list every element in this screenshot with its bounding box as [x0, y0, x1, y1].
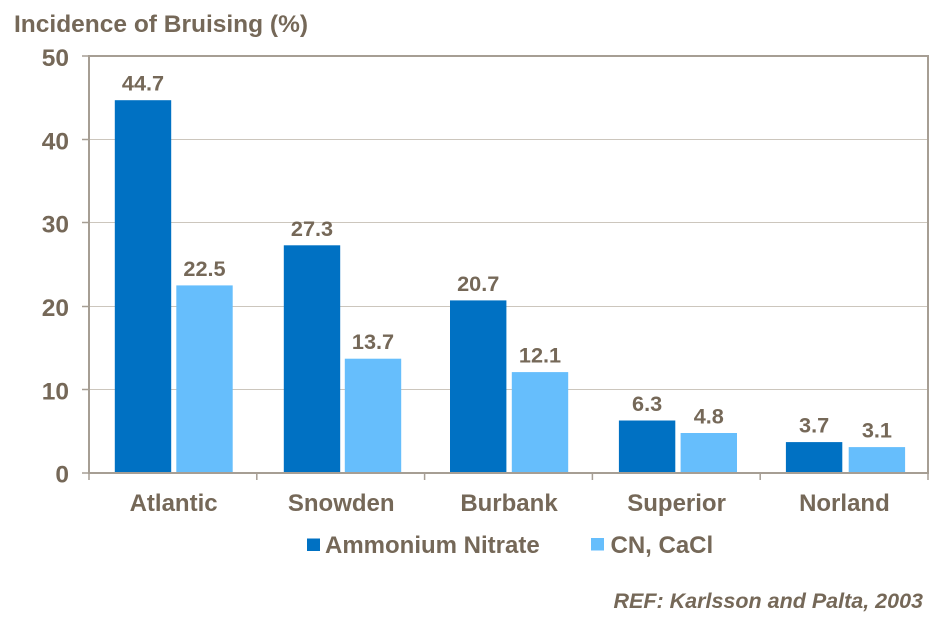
svg-text:27.3: 27.3 [291, 216, 333, 241]
svg-text:Ammonium Nitrate: Ammonium Nitrate [325, 532, 540, 559]
svg-text:4.8: 4.8 [694, 404, 724, 429]
svg-text:12.1: 12.1 [519, 343, 561, 368]
svg-text:13.7: 13.7 [352, 329, 394, 354]
svg-text:CN, CaCl: CN, CaCl [611, 532, 714, 559]
svg-text:0: 0 [55, 462, 69, 489]
svg-text:40: 40 [42, 128, 69, 155]
svg-text:REF: Karlsson and Palta, 2003: REF: Karlsson and Palta, 2003 [614, 589, 924, 613]
svg-text:Atlantic: Atlantic [130, 490, 218, 517]
svg-text:10: 10 [42, 379, 69, 406]
svg-text:Superior: Superior [627, 490, 726, 517]
svg-text:30: 30 [42, 212, 69, 239]
svg-text:20: 20 [42, 295, 69, 322]
svg-text:Norland: Norland [799, 490, 890, 517]
svg-text:20.7: 20.7 [457, 271, 499, 296]
svg-text:Incidence of Bruising (%): Incidence of Bruising (%) [14, 11, 308, 38]
svg-text:44.7: 44.7 [122, 71, 164, 96]
svg-text:3.7: 3.7 [799, 413, 829, 438]
svg-text:Snowden: Snowden [288, 490, 395, 517]
svg-text:50: 50 [42, 45, 69, 72]
svg-text:22.5: 22.5 [183, 256, 225, 281]
svg-text:3.1: 3.1 [862, 418, 892, 443]
svg-text:6.3: 6.3 [632, 391, 662, 416]
svg-text:Burbank: Burbank [460, 490, 558, 517]
